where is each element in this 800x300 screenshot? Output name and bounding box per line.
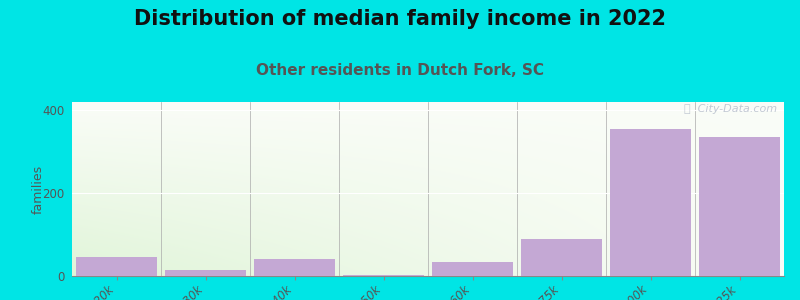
Bar [254,260,335,276]
Bar [342,275,425,276]
Text: Other residents in Dutch Fork, SC: Other residents in Dutch Fork, SC [256,63,544,78]
Text: ⓘ  City-Data.com: ⓘ City-Data.com [684,104,777,114]
Bar [698,137,781,276]
Bar [431,262,514,276]
Bar [521,239,602,276]
Bar [165,270,246,276]
Y-axis label: families: families [31,164,45,214]
Text: Distribution of median family income in 2022: Distribution of median family income in … [134,9,666,29]
Bar [75,256,158,276]
Bar [610,129,691,276]
